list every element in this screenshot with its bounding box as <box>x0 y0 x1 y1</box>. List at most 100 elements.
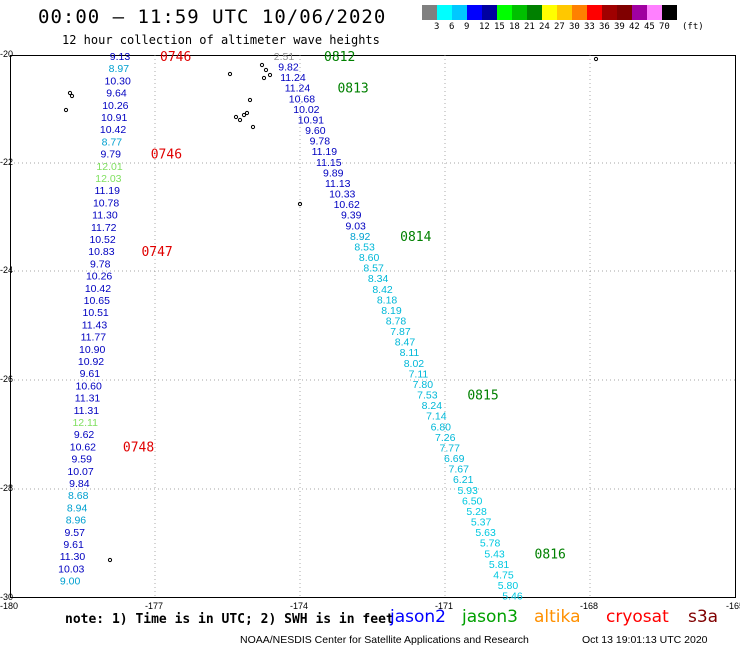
swh-value: 7.26 <box>435 432 456 444</box>
island-outline <box>297 201 303 207</box>
swh-value: 9.84 <box>69 478 90 490</box>
swh-value: 11.30 <box>60 551 86 563</box>
legend-label: 3 <box>434 22 440 32</box>
credit-timestamp: Oct 13 19:01:13 UTC 2020 <box>582 634 708 646</box>
track-time-label: 0747 <box>141 245 172 260</box>
swh-value: 10.52 <box>89 234 115 246</box>
swh-value: 7.77 <box>440 442 461 454</box>
legend-label: 18 <box>509 22 520 32</box>
swh-value: 6.50 <box>462 495 483 507</box>
swh-value: 11.31 <box>75 393 101 405</box>
swh-value: 4.75 <box>493 569 514 581</box>
swh-value: 10.33 <box>329 189 355 201</box>
island-outline <box>227 71 233 77</box>
swh-value: 7.14 <box>426 411 447 423</box>
swh-value: 10.83 <box>88 246 114 258</box>
satellite-cryosat: cryosat <box>606 607 669 627</box>
island-outline <box>233 114 239 120</box>
swh-value: 10.91 <box>101 112 127 124</box>
swh-value: 11.31 <box>74 405 100 417</box>
swh-value: 11.30 <box>92 210 118 222</box>
swh-value: 5.78 <box>480 538 501 550</box>
legend-label: 70 <box>659 22 670 32</box>
swh-value: 8.19 <box>381 305 402 317</box>
legend-swatch <box>512 5 527 20</box>
longitude-label: -180 <box>0 601 19 611</box>
latitude-label: -30 <box>0 592 14 602</box>
swh-value: 7.80 <box>413 379 434 391</box>
footer-note: note: 1) Time is in UTC; 2) SWH is in fe… <box>65 612 394 627</box>
island-outline <box>241 112 247 118</box>
legend-label: 9 <box>464 22 470 32</box>
legend-label: 12 <box>479 22 490 32</box>
swh-value: 8.92 <box>350 231 371 243</box>
swh-value: 10.65 <box>84 295 110 307</box>
swh-value: 9.03 <box>345 220 366 232</box>
swh-value: 12.03 <box>95 173 121 185</box>
longitude-label: -168 <box>580 601 599 611</box>
island-outline <box>244 110 250 116</box>
swh-value: 8.53 <box>354 241 375 253</box>
swh-value: 9.89 <box>323 167 344 179</box>
swh-value: 7.87 <box>390 326 411 338</box>
swh-value: 8.94 <box>67 502 88 514</box>
swh-value: 7.11 <box>409 368 429 380</box>
island-outline <box>263 67 269 73</box>
swh-value: 9.61 <box>80 368 101 380</box>
swh-value: 8.97 <box>109 63 130 75</box>
swh-value: 11.77 <box>81 332 107 344</box>
island-outline <box>267 72 273 78</box>
legend-label: 45 <box>644 22 655 32</box>
swh-value: 10.07 <box>67 466 93 478</box>
legend-swatch <box>527 5 542 20</box>
legend-swatch <box>617 5 632 20</box>
swh-value: 10.68 <box>289 93 315 105</box>
swh-value: 6.69 <box>444 453 465 465</box>
island-outline <box>247 97 253 103</box>
legend-label: 42 <box>629 22 640 32</box>
legend-swatch <box>467 5 482 20</box>
swh-value: 12.11 <box>72 417 98 429</box>
swh-value: 8.34 <box>368 273 389 285</box>
swh-value: 5.80 <box>498 580 519 592</box>
swh-value: 10.91 <box>298 114 324 126</box>
swh-value: 9.59 <box>72 454 93 466</box>
swh-value: 8.42 <box>372 284 393 296</box>
swh-value: 9.13 <box>110 51 131 63</box>
swh-value: 9.61 <box>63 539 84 551</box>
latitude-label: -22 <box>0 157 14 167</box>
swh-value: 2.51 <box>274 51 295 63</box>
swh-value: 11.19 <box>94 185 120 197</box>
swh-value: 9.62 <box>74 429 95 441</box>
swh-value: 7.67 <box>449 464 470 476</box>
swh-value: 8.68 <box>68 490 89 502</box>
swh-value: 10.62 <box>334 199 360 211</box>
swh-value: 11.43 <box>82 319 108 331</box>
swh-value: 10.62 <box>70 441 96 453</box>
island-outline <box>107 557 113 563</box>
legend-label: 27 <box>554 22 565 32</box>
swh-value: 5.46 <box>502 591 523 603</box>
swh-value: 9.00 <box>60 576 81 588</box>
swh-value: 9.60 <box>305 125 326 137</box>
swh-value: 10.26 <box>86 271 112 283</box>
swh-value: 11.72 <box>91 222 117 234</box>
swh-value: 5.43 <box>484 548 505 560</box>
swh-value: 5.93 <box>457 485 478 497</box>
swh-value: 9.57 <box>65 527 86 539</box>
legend-label: 39 <box>614 22 625 32</box>
legend-label: 15 <box>494 22 505 32</box>
map-plot-area <box>10 55 736 598</box>
swh-value: 8.78 <box>386 316 407 328</box>
track-time-label: 0813 <box>337 82 368 97</box>
swh-value: 10.26 <box>102 100 128 112</box>
island-outlines <box>63 56 599 563</box>
legend-label: 33 <box>584 22 595 32</box>
swh-value: 6.80 <box>431 421 452 433</box>
swh-value: 5.81 <box>489 559 510 571</box>
satellite-s3a: s3a <box>688 607 719 627</box>
swh-value: 7.53 <box>417 390 438 402</box>
swh-value: 10.30 <box>105 75 131 87</box>
swh-value: 9.39 <box>341 210 362 222</box>
island-outline <box>593 56 599 62</box>
